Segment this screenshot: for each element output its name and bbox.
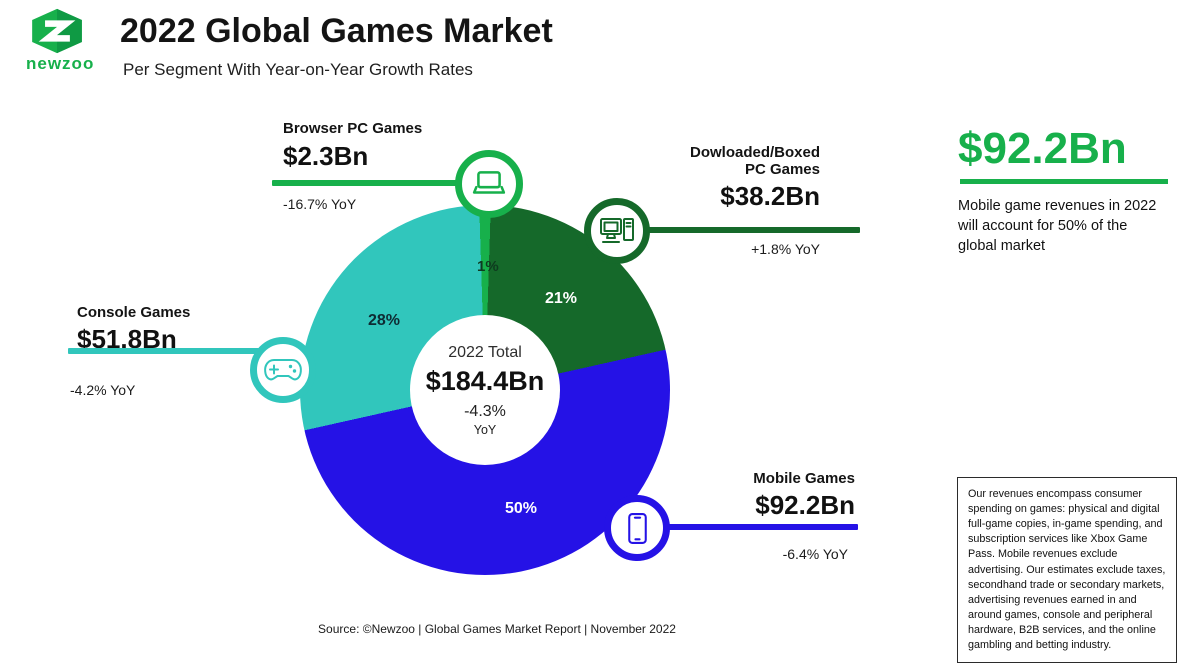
total-yoy-suffix: YoY: [473, 422, 497, 437]
browser-pc-name: Browser PC Games: [283, 120, 423, 137]
boxed-pc-name-line1: Dowloaded/Boxed: [689, 144, 820, 161]
laptop-icon: [471, 170, 507, 198]
smartphone-icon: [627, 512, 648, 545]
desktop-computer-icon: [599, 216, 635, 246]
boxed-pc-value: $38.2Bn: [720, 181, 820, 211]
gamepad-icon: [263, 357, 303, 383]
mobile-callout-line: [637, 524, 858, 530]
browser-pc-yoy: -16.7% YoY: [283, 196, 357, 212]
slice-label-mobile: 50%: [505, 500, 538, 517]
mobile-icon-badge: [604, 495, 670, 561]
highlight-note: Mobile game revenues in 2022 will accoun…: [958, 198, 1157, 254]
highlight-underline: [960, 179, 1168, 184]
slice-label-browser: 1%: [477, 258, 499, 275]
slice-label-console: 28%: [368, 312, 401, 329]
mobile-yoy: -6.4% YoY: [782, 546, 848, 562]
boxed-pc-yoy: +1.8% YoY: [751, 241, 820, 257]
slice-label-boxed-pc: 21%: [545, 290, 578, 307]
total-value: $184.4Bn: [425, 365, 545, 396]
newzoo-wordmark: newzoo: [26, 54, 95, 73]
page-title: 2022 Global Games Market: [120, 12, 553, 50]
page-subtitle: Per Segment With Year-on-Year Growth Rat…: [123, 60, 473, 79]
mobile-value: $92.2Bn: [755, 490, 855, 520]
boxed-pc-icon-badge: [584, 198, 650, 264]
console-yoy: -4.2% YoY: [70, 382, 136, 398]
boxed-pc-callout-line: [617, 227, 860, 233]
mobile-name: Mobile Games: [753, 470, 855, 487]
newzoo-logo: [28, 8, 86, 54]
disclaimer-box: Our revenues encompass consumer spending…: [957, 477, 1177, 663]
source-note: Source: ©Newzoo | Global Games Market Re…: [318, 622, 676, 636]
browser-pc-icon-badge: [455, 150, 523, 218]
highlight-value: $92.2Bn: [958, 124, 1127, 173]
console-icon-badge: [250, 337, 316, 403]
console-name: Console Games: [77, 304, 191, 321]
browser-pc-value: $2.3Bn: [283, 141, 369, 171]
console-callout-line: [68, 348, 284, 354]
total-yoy: -4.3%: [464, 402, 506, 420]
browser-pc-callout-line: [272, 180, 488, 186]
boxed-pc-name-line2: PC Games: [744, 161, 820, 178]
total-label: 2022 Total: [448, 343, 522, 361]
donut-center: 2022 Total $184.4Bn -4.3% YoY: [410, 315, 560, 465]
